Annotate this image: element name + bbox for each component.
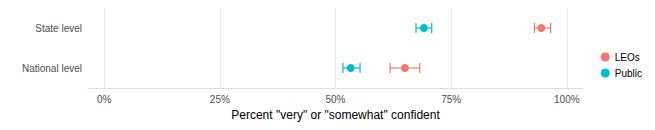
svg-text:Percent "very" or "somewhat" c: Percent "very" or "somewhat" confident <box>231 108 440 122</box>
svg-text:0%: 0% <box>97 94 112 105</box>
svg-text:75%: 75% <box>441 94 461 105</box>
svg-text:LEOs: LEOs <box>615 52 640 63</box>
svg-text:25%: 25% <box>210 94 230 105</box>
svg-text:50%: 50% <box>325 94 345 105</box>
svg-text:100%: 100% <box>554 94 580 105</box>
svg-text:State level: State level <box>35 23 82 34</box>
svg-text:National level: National level <box>22 63 82 74</box>
svg-text:Public: Public <box>615 68 642 79</box>
